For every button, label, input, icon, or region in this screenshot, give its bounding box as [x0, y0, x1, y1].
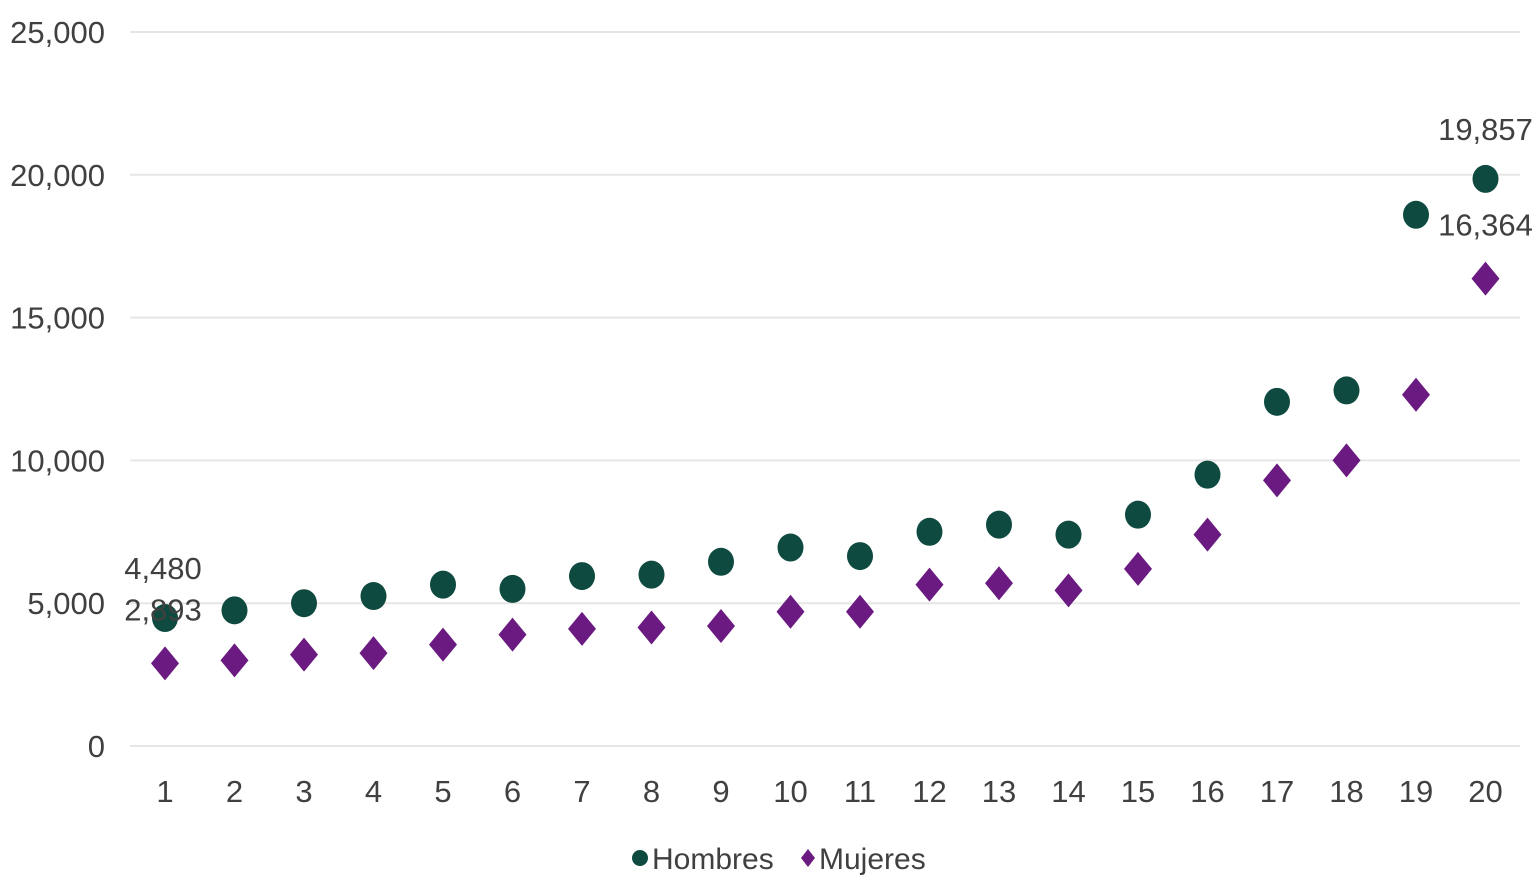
data-points: [151, 164, 1500, 681]
y-axis-ticks: 0 5,000 10,000 15,000 20,000 25,000: [10, 15, 105, 764]
point-hombres: [847, 542, 873, 571]
point-mujeres: [707, 609, 735, 644]
y-tick-label: 0: [88, 729, 105, 764]
x-tick-label: 19: [1399, 774, 1433, 809]
legend-marker-mujeres: [801, 849, 815, 867]
legend-label-mujeres: Mujeres: [819, 843, 926, 876]
point-hombres: [777, 533, 804, 562]
point-mujeres: [637, 610, 666, 645]
x-tick-label: 17: [1260, 774, 1294, 809]
data-labels: 4,480 2,893 19,857 16,364: [124, 112, 1533, 627]
point-hombres: [499, 574, 526, 603]
x-tick-label: 9: [712, 774, 729, 809]
point-mujeres: [846, 594, 874, 629]
point-mujeres: [1402, 377, 1430, 412]
x-tick-label: 15: [1121, 774, 1155, 809]
point-mujeres: [429, 627, 457, 662]
point-hombres: [291, 589, 317, 618]
point-mujeres: [985, 566, 1013, 601]
x-tick-label: 13: [982, 774, 1016, 809]
x-tick-label: 5: [434, 774, 451, 809]
x-tick-label: 11: [844, 774, 876, 809]
point-hombres: [1125, 500, 1151, 529]
point-hombres: [916, 517, 943, 546]
point-mujeres: [359, 636, 388, 671]
point-mujeres: [568, 611, 596, 646]
data-label: 2,893: [124, 592, 202, 627]
point-mujeres: [1471, 261, 1500, 296]
x-axis-ticks: 1 2 3 4 5 6 7 8 9 10 11 12 13 14 15 16 17 18 19 20: [156, 774, 1502, 809]
x-tick-label: 3: [295, 774, 312, 809]
point-hombres: [430, 570, 456, 599]
point-mujeres: [220, 643, 249, 678]
x-tick-label: 16: [1190, 774, 1224, 809]
x-tick-label: 12: [912, 774, 946, 809]
point-hombres: [221, 596, 248, 625]
legend-label-hombres: Hombres: [652, 843, 774, 876]
legend-marker-hombres: [632, 850, 648, 866]
point-hombres: [708, 547, 734, 576]
y-tick-label: 5,000: [27, 586, 105, 621]
x-tick-label: 1: [156, 774, 173, 809]
point-hombres: [986, 510, 1012, 539]
point-hombres: [638, 560, 665, 589]
point-hombres: [1194, 460, 1221, 489]
x-tick-label: 4: [365, 774, 382, 809]
point-hombres: [1333, 376, 1360, 405]
point-hombres: [1403, 200, 1429, 229]
point-hombres: [360, 582, 387, 611]
y-tick-label: 10,000: [10, 443, 105, 478]
point-mujeres: [1193, 517, 1222, 552]
point-mujeres: [290, 637, 318, 672]
point-hombres: [152, 604, 178, 633]
point-mujeres: [1332, 443, 1361, 478]
point-mujeres: [1263, 463, 1291, 498]
gridlines: [130, 31, 1520, 747]
point-mujeres: [498, 617, 527, 652]
point-mujeres: [1054, 573, 1083, 608]
x-tick-label: 14: [1051, 774, 1085, 809]
data-label: 4,480: [124, 551, 202, 586]
x-tick-label: 7: [573, 774, 590, 809]
y-tick-label: 15,000: [10, 301, 105, 336]
x-tick-label: 6: [504, 774, 521, 809]
point-hombres: [1264, 387, 1290, 416]
point-mujeres: [1124, 551, 1152, 586]
x-tick-label: 8: [643, 774, 660, 809]
data-label: 19,857: [1438, 112, 1533, 147]
point-hombres: [1055, 520, 1082, 549]
x-tick-label: 2: [226, 774, 243, 809]
point-mujeres: [151, 646, 179, 681]
point-mujeres: [776, 594, 805, 629]
y-tick-label: 20,000: [10, 158, 105, 193]
y-tick-label: 25,000: [10, 15, 105, 50]
data-label: 16,364: [1438, 208, 1533, 243]
point-hombres: [569, 562, 595, 591]
point-hombres: [1472, 164, 1499, 193]
point-mujeres: [915, 567, 944, 602]
x-tick-label: 18: [1329, 774, 1363, 809]
x-tick-label: 10: [773, 774, 807, 809]
x-tick-label: 20: [1468, 774, 1502, 809]
legend: Hombres Mujeres: [632, 843, 926, 876]
